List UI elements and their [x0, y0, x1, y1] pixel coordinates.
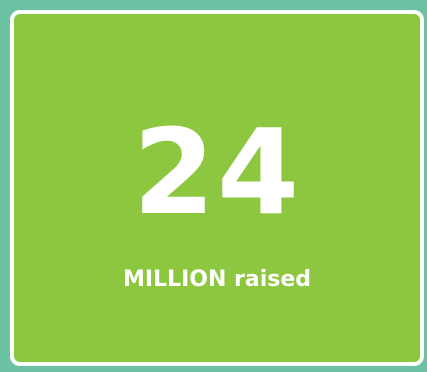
stat-card: 24 MILLION raised — [10, 10, 424, 366]
stat-caption: MILLION raised — [122, 267, 312, 292]
stat-number: 24 — [132, 103, 302, 241]
